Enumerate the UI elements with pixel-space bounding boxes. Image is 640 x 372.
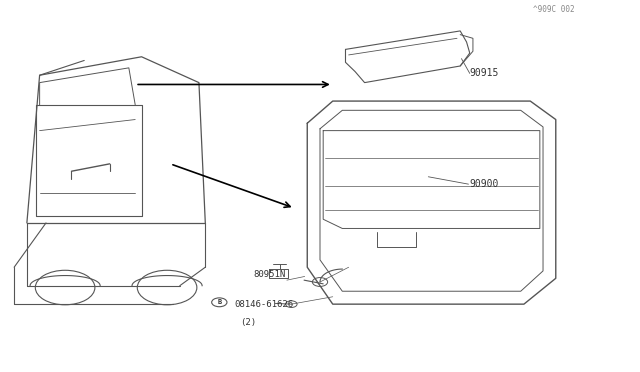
- Text: (2): (2): [241, 318, 257, 327]
- Text: 90900: 90900: [470, 179, 499, 189]
- Text: 90915: 90915: [470, 68, 499, 78]
- Text: 08146-61626: 08146-61626: [234, 300, 293, 309]
- Text: ^909C 002: ^909C 002: [533, 5, 575, 14]
- Text: B: B: [217, 299, 221, 305]
- Text: 80951N: 80951N: [253, 270, 285, 279]
